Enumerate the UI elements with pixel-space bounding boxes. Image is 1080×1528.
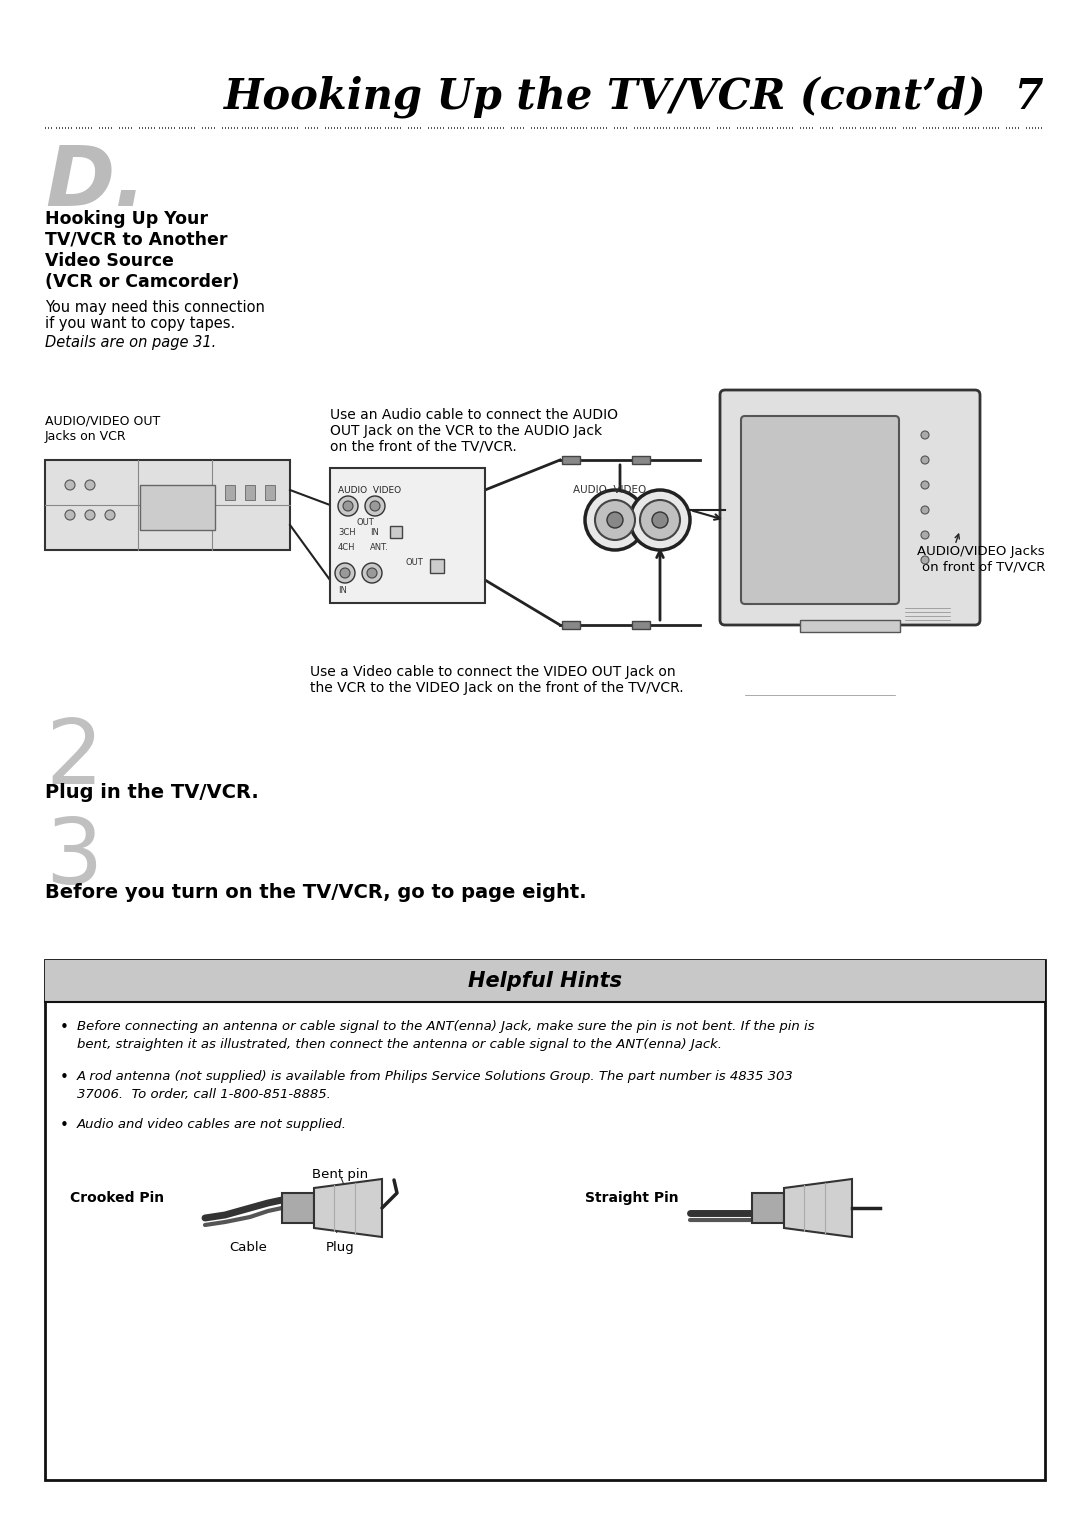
Text: Plug in the TV/VCR.: Plug in the TV/VCR. <box>45 782 259 802</box>
Text: AUDIO/VIDEO Jacks: AUDIO/VIDEO Jacks <box>917 545 1045 558</box>
Text: AUDIO  VIDEO: AUDIO VIDEO <box>338 486 401 495</box>
Text: 37006.  To order, call 1-800-851-8885.: 37006. To order, call 1-800-851-8885. <box>77 1088 330 1102</box>
Bar <box>752 1193 784 1222</box>
Text: Video Source: Video Source <box>45 252 174 270</box>
Circle shape <box>370 501 380 510</box>
Bar <box>140 484 215 530</box>
Bar <box>430 559 444 573</box>
Circle shape <box>640 500 680 539</box>
Circle shape <box>652 512 669 529</box>
Text: •: • <box>60 1021 69 1034</box>
Text: Before connecting an antenna or cable signal to the ANT(enna) Jack, make sure th: Before connecting an antenna or cable si… <box>77 1021 814 1033</box>
Text: 3CH: 3CH <box>338 529 355 536</box>
Circle shape <box>362 562 382 584</box>
Bar <box>562 455 580 465</box>
Text: A rod antenna (not supplied) is available from Philips Service Solutions Group. : A rod antenna (not supplied) is availabl… <box>77 1070 794 1083</box>
Text: D.: D. <box>45 142 146 223</box>
Bar <box>45 460 291 550</box>
Circle shape <box>338 497 357 516</box>
Text: Bent pin: Bent pin <box>312 1167 368 1181</box>
Text: if you want to copy tapes.: if you want to copy tapes. <box>45 316 235 332</box>
Text: Jacks on VCR: Jacks on VCR <box>45 429 126 443</box>
Text: Use a Video cable to connect the VIDEO OUT Jack on: Use a Video cable to connect the VIDEO O… <box>310 665 676 678</box>
FancyBboxPatch shape <box>720 390 980 625</box>
Circle shape <box>85 480 95 490</box>
Text: Plug: Plug <box>326 1241 354 1254</box>
Circle shape <box>65 480 75 490</box>
Text: the VCR to the VIDEO Jack on the front of the TV/VCR.: the VCR to the VIDEO Jack on the front o… <box>310 681 684 695</box>
Text: Hooking Up the TV/VCR (cont’d)  7: Hooking Up the TV/VCR (cont’d) 7 <box>225 75 1045 118</box>
Text: 2: 2 <box>45 715 103 804</box>
Text: OUT: OUT <box>356 518 374 527</box>
Text: TV/VCR to Another: TV/VCR to Another <box>45 231 228 249</box>
Circle shape <box>85 510 95 520</box>
Bar <box>800 620 900 633</box>
Circle shape <box>595 500 635 539</box>
Text: Details are on page 31.: Details are on page 31. <box>45 335 216 350</box>
Circle shape <box>365 497 384 516</box>
Text: Before you turn on the TV/VCR, go to page eight.: Before you turn on the TV/VCR, go to pag… <box>45 883 586 902</box>
Circle shape <box>343 501 353 510</box>
Text: Hooking Up Your: Hooking Up Your <box>45 209 208 228</box>
Circle shape <box>367 568 377 578</box>
Text: Use an Audio cable to connect the AUDIO: Use an Audio cable to connect the AUDIO <box>330 408 618 422</box>
Circle shape <box>630 490 690 550</box>
Text: OUT Jack on the VCR to the AUDIO Jack: OUT Jack on the VCR to the AUDIO Jack <box>330 423 603 439</box>
Bar <box>45 960 1045 1481</box>
Circle shape <box>921 455 929 465</box>
Circle shape <box>65 510 75 520</box>
Circle shape <box>105 510 114 520</box>
Text: Helpful Hints: Helpful Hints <box>468 970 622 992</box>
Bar <box>632 620 650 630</box>
Circle shape <box>607 512 623 529</box>
Text: Crooked Pin: Crooked Pin <box>70 1190 164 1206</box>
Text: IN: IN <box>370 529 379 536</box>
Text: Cable: Cable <box>229 1241 267 1254</box>
Text: 4CH: 4CH <box>338 542 355 552</box>
Circle shape <box>340 568 350 578</box>
Text: 3: 3 <box>45 814 103 903</box>
Bar <box>632 455 650 465</box>
Bar <box>282 1193 314 1222</box>
Text: ANT.: ANT. <box>370 542 389 552</box>
Text: (VCR or Camcorder): (VCR or Camcorder) <box>45 274 240 290</box>
Bar <box>245 484 255 500</box>
Text: bent, straighten it as illustrated, then connect the antenna or cable signal to : bent, straighten it as illustrated, then… <box>77 1038 723 1051</box>
Circle shape <box>921 431 929 439</box>
Circle shape <box>335 562 355 584</box>
Text: on front of TV/VCR: on front of TV/VCR <box>921 559 1045 573</box>
Text: AUDIO  VIDEO: AUDIO VIDEO <box>573 484 647 495</box>
Text: OUT: OUT <box>405 558 422 567</box>
Polygon shape <box>784 1180 852 1238</box>
Bar <box>390 526 402 538</box>
FancyBboxPatch shape <box>741 416 899 604</box>
Bar <box>225 484 235 500</box>
Text: IN: IN <box>338 587 347 594</box>
Polygon shape <box>314 1180 382 1238</box>
Bar <box>45 960 1045 1002</box>
Bar <box>562 620 580 630</box>
Circle shape <box>921 481 929 489</box>
Text: Audio and video cables are not supplied.: Audio and video cables are not supplied. <box>77 1118 347 1131</box>
Text: •: • <box>60 1118 69 1132</box>
Bar <box>265 484 275 500</box>
Text: Straight Pin: Straight Pin <box>585 1190 678 1206</box>
Circle shape <box>921 532 929 539</box>
Circle shape <box>921 506 929 513</box>
Text: •: • <box>60 1070 69 1085</box>
Circle shape <box>921 556 929 564</box>
Text: You may need this connection: You may need this connection <box>45 299 265 315</box>
Circle shape <box>585 490 645 550</box>
Text: on the front of the TV/VCR.: on the front of the TV/VCR. <box>330 440 516 454</box>
Text: AUDIO/VIDEO OUT: AUDIO/VIDEO OUT <box>45 416 160 428</box>
Bar <box>330 468 485 604</box>
